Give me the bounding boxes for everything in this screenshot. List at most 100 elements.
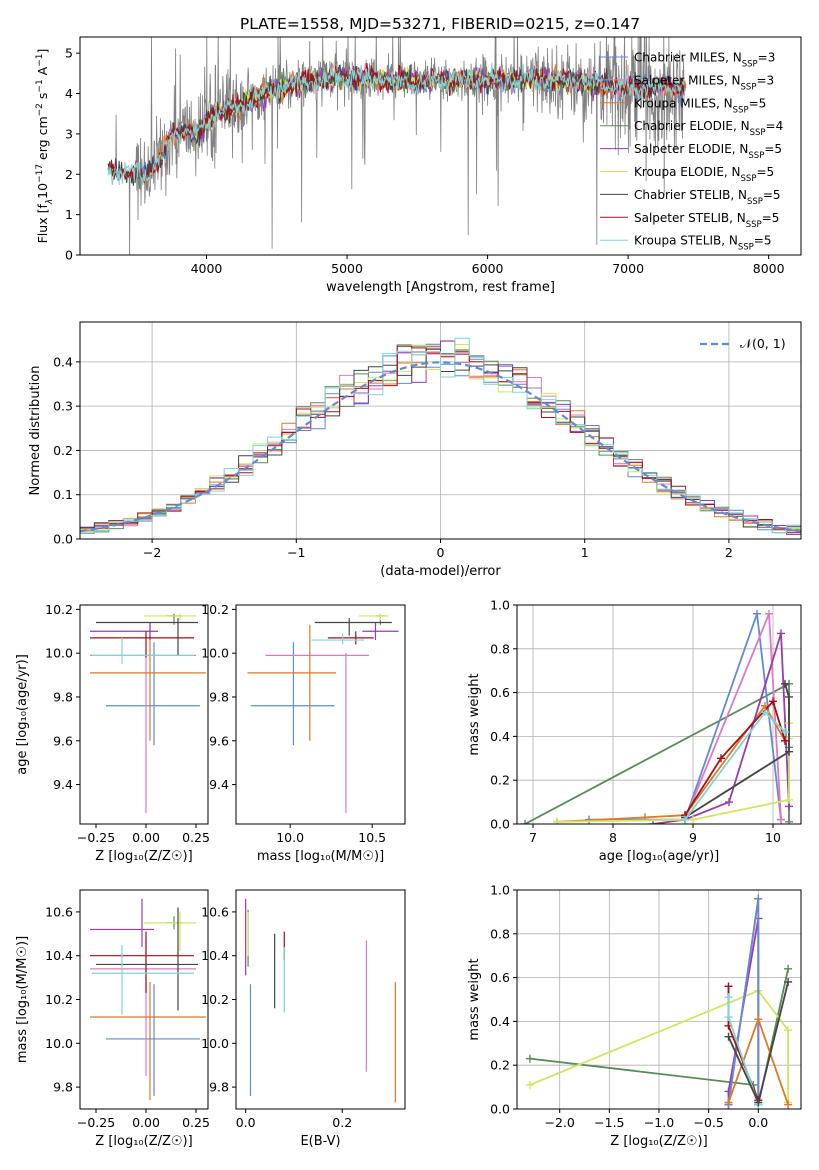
- axes-frame: [79, 36, 802, 256]
- chabrier_elodie-series: [521, 679, 793, 824]
- series-marker: [785, 692, 793, 701]
- salpeter_elodie-histogram: [80, 340, 801, 533]
- x-tick-label: 0.00: [132, 1115, 160, 1130]
- kroupa_stelib-point: [311, 633, 364, 645]
- y-tick-label: 0.0: [53, 532, 73, 547]
- salpeter_miles-point: [265, 653, 369, 814]
- chabrier_stelib-series: [681, 679, 793, 822]
- y-tick-label: 9.8: [209, 689, 229, 704]
- series-marker: [777, 815, 785, 824]
- x-axis-label: E(B-V): [300, 1134, 340, 1149]
- y-tick-label: 10.4: [201, 948, 229, 963]
- x-tick-label: 0.0: [236, 1115, 256, 1130]
- series-marker: [784, 977, 793, 986]
- salpeter_elodie-point: [90, 622, 158, 641]
- legend-label: 𝒩(0, 1): [740, 336, 786, 351]
- x-tick-label: 10: [765, 830, 781, 845]
- kroupa_stelib-series: [681, 708, 789, 824]
- chabrier_miles-point: [106, 642, 200, 746]
- x-tick-label: 0.0: [748, 1115, 768, 1130]
- y-tick-label: 10.0: [45, 646, 73, 661]
- plot-area: [90, 898, 206, 1101]
- series-marker: [761, 708, 769, 717]
- y-tick-label: 9.8: [53, 689, 73, 704]
- series-marker: [525, 1054, 534, 1063]
- x-tick-label: −0.25: [77, 830, 115, 845]
- salpeter_stelib-point: [90, 931, 194, 993]
- plot-area: [521, 609, 793, 824]
- y-tick-label: 10.6: [45, 904, 73, 919]
- mass_vs_ebv-panel: 0.0 0.2 9.8 10.0 10.2 10.4 10.6 E(B-V): [201, 889, 406, 1149]
- mass_vs_Z-panel: −0.25 0.00 0.25 9.8 10.0 10.2 10.4 10.6 Z [log₁₀…: [15, 889, 210, 1149]
- kroupa_miles-point: [90, 981, 206, 1101]
- kroupa_stelib-histogram: [80, 337, 801, 534]
- y-tick-label: 10.4: [45, 948, 73, 963]
- series-marker: [553, 817, 561, 824]
- mass_weight_vs_age-panel: 7 8 9 10 0.0 0.2 0.4 0.6 0.8 1.0 age [log₁₀(age/yr…: [467, 598, 802, 864]
- series-marker: [689, 815, 697, 824]
- axes-frame: [516, 604, 802, 825]
- y-tick-label: 0: [65, 248, 73, 263]
- y-tick-label: 9.8: [209, 1080, 229, 1095]
- x-tick-label: −1.5: [594, 1115, 624, 1130]
- kroupa_elodie-point: [359, 613, 389, 621]
- y-tick-label: 10.2: [201, 602, 229, 617]
- legend-label: Salpeter ELODIE, NSSP=5: [634, 142, 782, 161]
- chabrier_stelib-series: [724, 977, 793, 1107]
- y-tick-label: 3: [65, 126, 73, 141]
- series-line: [684, 683, 790, 819]
- y-tick-label: 0.4: [490, 1014, 510, 1029]
- chabrier_stelib-point: [96, 618, 198, 656]
- salpeter_stelib-point: [327, 631, 374, 645]
- y-axis-label: Flux [fλ10−17 erg cm−2 s−1 A−1]: [35, 49, 55, 244]
- y-tick-label: 10.6: [201, 904, 229, 919]
- series-marker: [785, 795, 793, 804]
- series-marker: [649, 820, 657, 824]
- y-tick-label: 0.1: [53, 487, 73, 502]
- y-tick-label: 9.4: [53, 777, 73, 792]
- plot-area: [90, 613, 206, 814]
- salpeter_elodie-series: [724, 914, 763, 1109]
- normal-reference-curve: [80, 361, 801, 533]
- y-tick-label: 0.3: [53, 399, 73, 414]
- x-tick-label: −1: [287, 545, 305, 560]
- kroupa_stelib-point: [92, 944, 194, 1015]
- x-tick-label: 2: [725, 545, 733, 560]
- kroupa_elodie-point: [144, 911, 196, 952]
- spectrum-panel: 4000 5000 6000 7000 8000 0 1 2 3 4 5 wavelength [An…: [35, 36, 802, 295]
- y-tick-label: 0.4: [490, 729, 510, 744]
- series-marker: [785, 747, 793, 756]
- x-tick-label: 4000: [191, 261, 223, 276]
- legend-label: Chabrier ELODIE, NSSP=4: [634, 119, 783, 138]
- chabrier_stelib-point: [96, 907, 198, 1011]
- age_vs_mass-panel: 10.0 10.5 9.4 9.6 9.8 10.0 10.2 mass [log₁₀(M/M…: [201, 602, 406, 864]
- x-axis-label: age [log₁₀(age/yr)]: [599, 849, 720, 864]
- kroupa_stelib-model-line: [107, 62, 685, 186]
- axes-frame: [79, 604, 209, 825]
- legend-label: Kroupa ELODIE, NSSP=5: [634, 165, 774, 184]
- series-marker: [724, 993, 733, 1002]
- y-axis-label: age [log₁₀(age/yr)]: [15, 654, 30, 775]
- y-tick-label: 4: [65, 86, 73, 101]
- kroupa_miles-point: [247, 624, 337, 741]
- age_vs_Z-panel: −0.25 0.00 0.25 9.4 9.6 9.8 10.0 10.2 Z [log₁₀(Z…: [15, 602, 210, 864]
- plot-area: [525, 894, 793, 1109]
- series-line: [589, 613, 782, 821]
- y-tick-label: 10.2: [45, 602, 73, 617]
- x-tick-label: 9: [689, 830, 697, 845]
- series-marker: [784, 1100, 793, 1109]
- series-marker: [681, 815, 689, 824]
- plot-area: [80, 337, 801, 535]
- y-tick-label: 0.8: [490, 641, 510, 656]
- chabrier_stelib-point: [314, 618, 392, 636]
- y-tick-label: 0.0: [490, 1102, 510, 1117]
- plot-area: [247, 613, 399, 814]
- y-axis-label: mass weight: [467, 958, 482, 1040]
- series-line: [529, 989, 789, 1103]
- y-tick-label: 0.6: [490, 970, 510, 985]
- salpeter_miles-point: [90, 938, 196, 1077]
- series-marker: [781, 728, 789, 737]
- y-axis-label: mass [log₁₀(M/M☉)]: [15, 936, 30, 1063]
- kroupa_miles-series: [724, 1015, 793, 1109]
